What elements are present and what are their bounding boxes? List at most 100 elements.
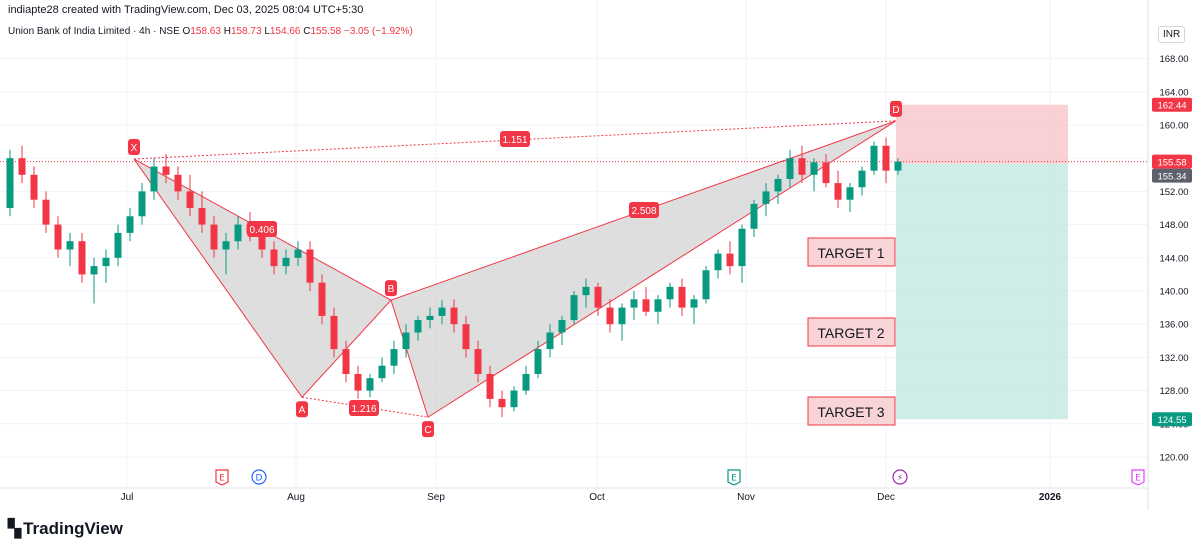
candle-body	[258, 232, 266, 250]
candle-body	[30, 174, 38, 200]
event-marker-shape	[251, 469, 267, 485]
candle-body	[282, 257, 290, 267]
event-marker-icon[interactable]: E	[727, 469, 741, 486]
event-marker-icon[interactable]: ⚡	[892, 469, 908, 485]
time-tick-label: 2026	[1039, 492, 1062, 503]
candle-body	[594, 286, 602, 308]
candle-body	[270, 249, 278, 267]
candle-body	[402, 332, 410, 350]
price-badge-bg	[1152, 168, 1192, 183]
candle-body	[342, 349, 350, 374]
price-badge: 162.44	[1152, 97, 1192, 112]
pattern-xab	[133, 158, 392, 399]
tradingview-logo[interactable]: ▚ TradingView	[8, 519, 123, 539]
close-value: 155.58	[310, 26, 342, 37]
price-tick-label: 144.00	[1159, 253, 1188, 264]
candle-body	[414, 320, 422, 333]
candle-body	[870, 145, 878, 171]
time-tick-label: Aug	[287, 492, 305, 503]
candle-body	[6, 158, 14, 208]
change-value: −3.05 (−1.92%)	[343, 26, 413, 37]
ratio-label: 2.508	[629, 202, 659, 218]
ratio-label: 1.216	[349, 400, 379, 416]
candle-body	[822, 162, 830, 184]
position-zones[interactable]	[896, 104, 1068, 420]
stop-loss-zone	[896, 104, 1068, 164]
ratio-label: 1.151	[500, 131, 530, 147]
candle-body	[306, 249, 314, 283]
candle-body	[726, 253, 734, 267]
price-badge-text: 124.55	[1157, 415, 1186, 426]
candle-body	[234, 224, 242, 242]
low-label: L	[264, 26, 270, 37]
time-axis[interactable]: Jul Aug Sep Oct Nov Dec 2026	[121, 492, 1062, 503]
candle-body	[534, 349, 542, 374]
point-label-b-text: B	[388, 284, 395, 295]
price-badge: 155.58	[1152, 154, 1192, 169]
candle-body	[294, 249, 302, 258]
event-marker-icon[interactable]: E	[215, 469, 229, 486]
point-label-x-text: X	[131, 143, 138, 154]
candle-body	[762, 191, 770, 204]
price-badge-text: 162.44	[1157, 101, 1186, 112]
candle-body	[366, 378, 374, 391]
candle-body	[774, 178, 782, 192]
candle-body	[630, 299, 638, 308]
candle-body	[66, 241, 74, 250]
point-label-b: B	[385, 280, 397, 297]
candle-body	[210, 224, 218, 250]
candles	[6, 137, 902, 418]
point-label-b-bg	[385, 280, 397, 297]
candle-body	[606, 307, 614, 325]
target-text: TARGET 1	[817, 245, 884, 261]
ratio-label: 0.406	[247, 221, 277, 237]
price-tick-label: 120.00	[1159, 453, 1188, 464]
logo-text: TradingView	[23, 519, 123, 538]
point-label-x: X	[128, 139, 140, 156]
ratio-label-text: 1.151	[502, 135, 527, 146]
target-box	[807, 237, 896, 267]
legend-line[interactable]: Union Bank of India Limited · 4h · NSE O…	[8, 26, 413, 37]
price-badge-text: 155.34	[1157, 172, 1186, 183]
event-marker-letter: E	[1135, 474, 1141, 484]
event-marker-letter: E	[219, 474, 225, 484]
high-label: H	[223, 26, 231, 37]
target-text: TARGET 2	[817, 325, 884, 341]
event-marker-shape	[727, 469, 741, 486]
candle-body	[474, 349, 482, 374]
price-tick-label: 140.00	[1159, 287, 1188, 298]
event-marker-shape	[1131, 469, 1145, 486]
top-bar: indiapte28 created with TradingView.com,…	[0, 0, 1200, 20]
candle-body	[90, 266, 98, 275]
candle-body	[786, 158, 794, 179]
target-box	[807, 396, 896, 426]
candle-body	[150, 166, 158, 192]
tradingview-logo-icon: ▚	[8, 519, 21, 538]
candle-body	[810, 162, 818, 175]
event-marker-icon[interactable]: E	[1131, 469, 1145, 486]
ratio-label-bg	[247, 221, 277, 237]
event-marker-icon[interactable]: D	[251, 469, 267, 485]
candle-body	[438, 307, 446, 316]
target-label-3: TARGET 3	[807, 396, 896, 426]
price-axis[interactable]: 120.00124.00128.00132.00136.00140.00144.…	[1152, 54, 1192, 464]
candle-body	[114, 232, 122, 258]
price-badge: 155.34	[1152, 168, 1192, 183]
candle-body	[618, 307, 626, 325]
candle-body	[882, 145, 890, 171]
currency-button[interactable]: INR	[1158, 26, 1186, 43]
point-label-a-text: A	[299, 405, 306, 416]
candle-body	[354, 374, 362, 391]
price-badge-bg	[1152, 154, 1192, 169]
candle-body	[222, 241, 230, 250]
grid	[0, 0, 1149, 510]
symbol-name[interactable]: Union Bank of India Limited · 4h · NSE	[8, 26, 180, 37]
low-value: 154.66	[269, 26, 301, 37]
candle-body	[858, 170, 866, 188]
time-tick-label: Sep	[427, 492, 445, 503]
time-tick-label: Jul	[121, 492, 134, 503]
candle-body	[78, 241, 86, 275]
candle-body	[654, 299, 662, 312]
event-markers[interactable]: E D E ⚡ E	[215, 469, 1145, 486]
